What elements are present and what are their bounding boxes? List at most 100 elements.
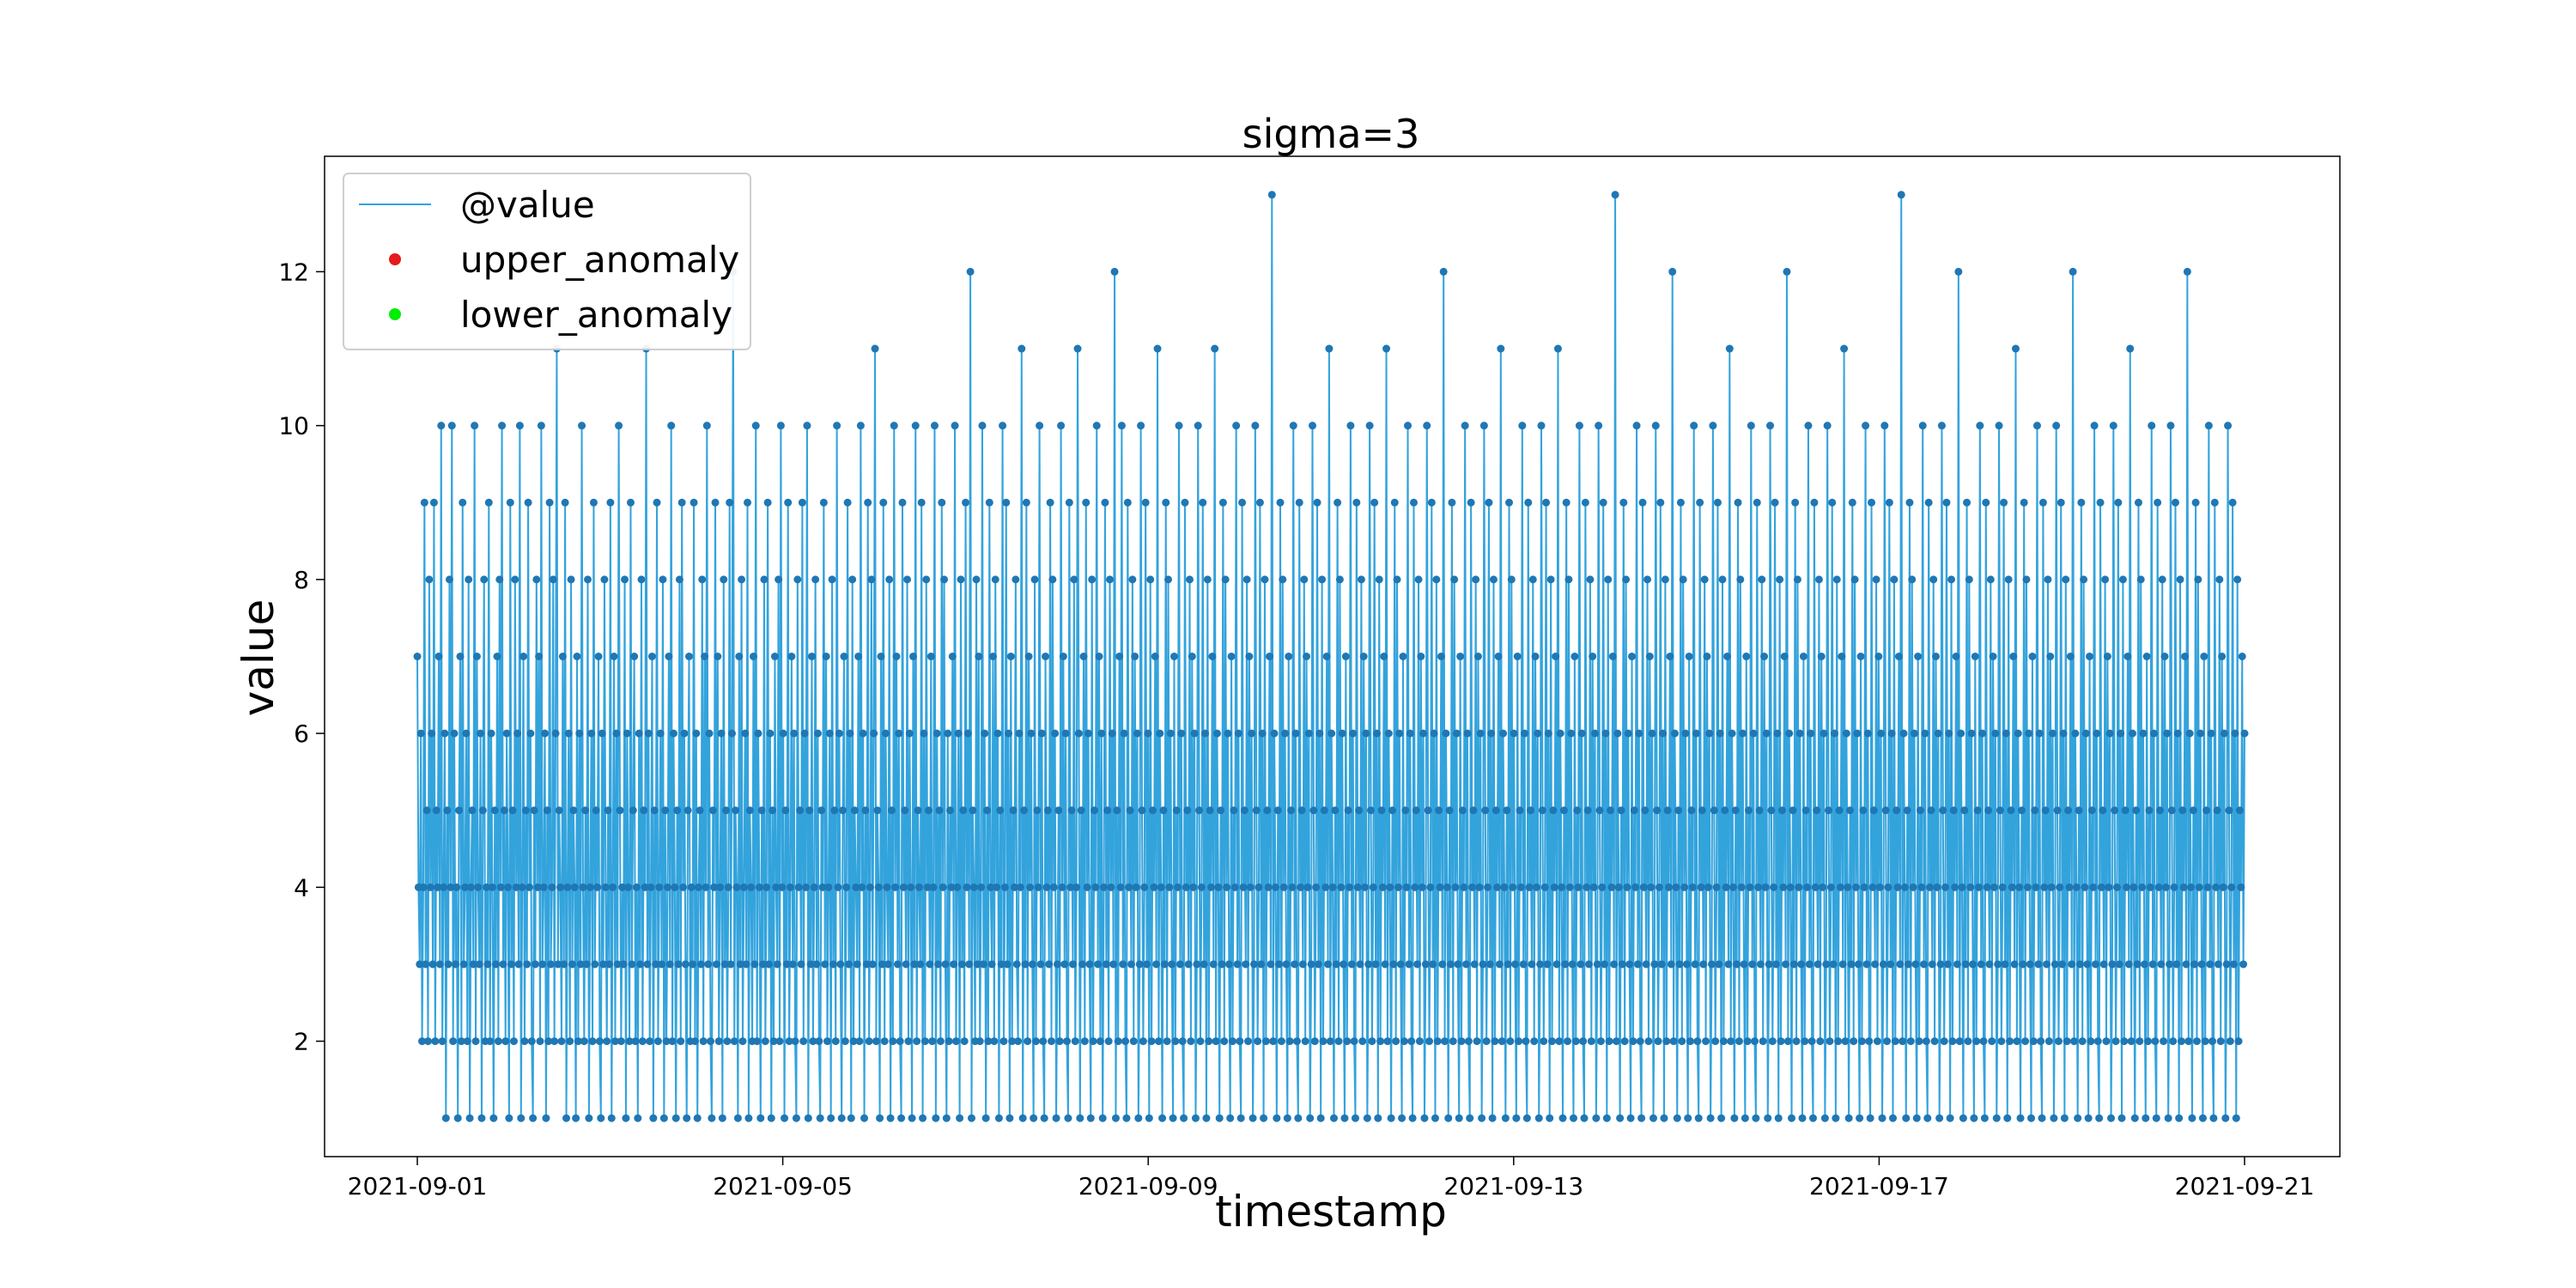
data-point (1922, 1037, 1930, 1046)
data-point (2123, 653, 2132, 660)
data-point (1980, 1114, 1989, 1122)
data-point (816, 1114, 824, 1122)
data-point (629, 806, 637, 815)
data-point (979, 960, 987, 969)
data-point (1156, 729, 1164, 738)
data-point (848, 575, 857, 584)
data-point (1623, 883, 1631, 891)
data-point (2225, 806, 2233, 815)
data-point (1516, 806, 1524, 815)
data-point (1752, 1114, 1760, 1122)
data-point (1384, 729, 1393, 738)
data-point (1160, 960, 1169, 969)
data-point (1713, 498, 1722, 507)
data-point (2044, 575, 2052, 584)
data-point (1375, 575, 1383, 584)
data-point (1239, 883, 1248, 891)
data-point (726, 498, 734, 507)
data-point (891, 883, 900, 891)
data-point (1255, 498, 1264, 507)
data-point (889, 1037, 897, 1046)
data-point (1946, 1114, 1954, 1122)
data-point (922, 575, 931, 584)
data-point (1501, 1114, 1510, 1122)
data-point (1431, 1114, 1439, 1122)
data-point (1766, 422, 1775, 430)
data-point (1577, 960, 1585, 969)
data-point (726, 960, 735, 969)
data-point (462, 729, 471, 738)
data-point (2001, 960, 2009, 969)
data-point (996, 806, 1005, 815)
data-point (1505, 498, 1514, 507)
data-point (1807, 729, 1815, 738)
data-point (1637, 1114, 1646, 1122)
data-point (1512, 1114, 1521, 1122)
data-point (1667, 960, 1675, 969)
data-point (1350, 1037, 1358, 1046)
data-point (1463, 729, 1472, 738)
data-point (1656, 498, 1665, 507)
data-point (673, 806, 682, 815)
data-point (1423, 422, 1431, 430)
data-point (929, 883, 938, 891)
data-point (1643, 575, 1652, 584)
series-markers-value (413, 191, 2249, 1122)
data-point (1464, 1037, 1473, 1046)
data-point (1426, 883, 1435, 891)
data-point (1273, 806, 1282, 815)
data-point (1066, 883, 1075, 891)
data-point (1537, 422, 1546, 430)
data-point (1356, 960, 1364, 969)
data-point (1394, 883, 1402, 891)
data-point (1571, 653, 1579, 660)
data-point (1783, 1037, 1792, 1046)
data-point (757, 806, 766, 815)
data-point (1260, 1114, 1268, 1122)
y-axis-label: value (234, 599, 283, 717)
data-point (845, 960, 853, 969)
data-point (1414, 575, 1423, 584)
data-point (761, 1037, 769, 1046)
data-point (1838, 653, 1846, 660)
data-point (1152, 960, 1161, 969)
data-point (1009, 806, 1018, 815)
data-point (1619, 498, 1628, 507)
data-point (1860, 883, 1868, 891)
data-point (760, 575, 769, 584)
data-point (1947, 575, 1956, 584)
data-point (804, 1114, 812, 1122)
data-point (908, 1114, 916, 1122)
data-point (877, 653, 885, 660)
data-point (1611, 191, 1619, 199)
data-point (853, 960, 861, 969)
data-point (1883, 1037, 1892, 1046)
data-point (2078, 1037, 2087, 1046)
data-point (840, 653, 848, 660)
data-point (1747, 422, 1755, 430)
data-point (492, 960, 501, 969)
data-point (1552, 653, 1560, 660)
data-point (855, 1037, 864, 1046)
data-point (537, 422, 545, 430)
data-point (1669, 1037, 1678, 1046)
data-point (457, 1037, 465, 1046)
data-point (1915, 1037, 1923, 1046)
data-point (1803, 883, 1812, 891)
data-point (1626, 1114, 1635, 1122)
data-point (1725, 344, 1734, 353)
data-point (2052, 422, 2061, 430)
data-point (1433, 1037, 1442, 1046)
data-point (1489, 575, 1498, 584)
data-point (1398, 1114, 1406, 1122)
data-point (1601, 960, 1609, 969)
data-point (1949, 806, 1958, 815)
data-point (1988, 1037, 1996, 1046)
data-point (425, 575, 434, 584)
data-point (2213, 806, 2221, 815)
data-point (2214, 960, 2222, 969)
data-point (1965, 575, 1973, 584)
data-point (797, 960, 805, 969)
data-point (957, 960, 966, 969)
data-point (1242, 575, 1251, 584)
